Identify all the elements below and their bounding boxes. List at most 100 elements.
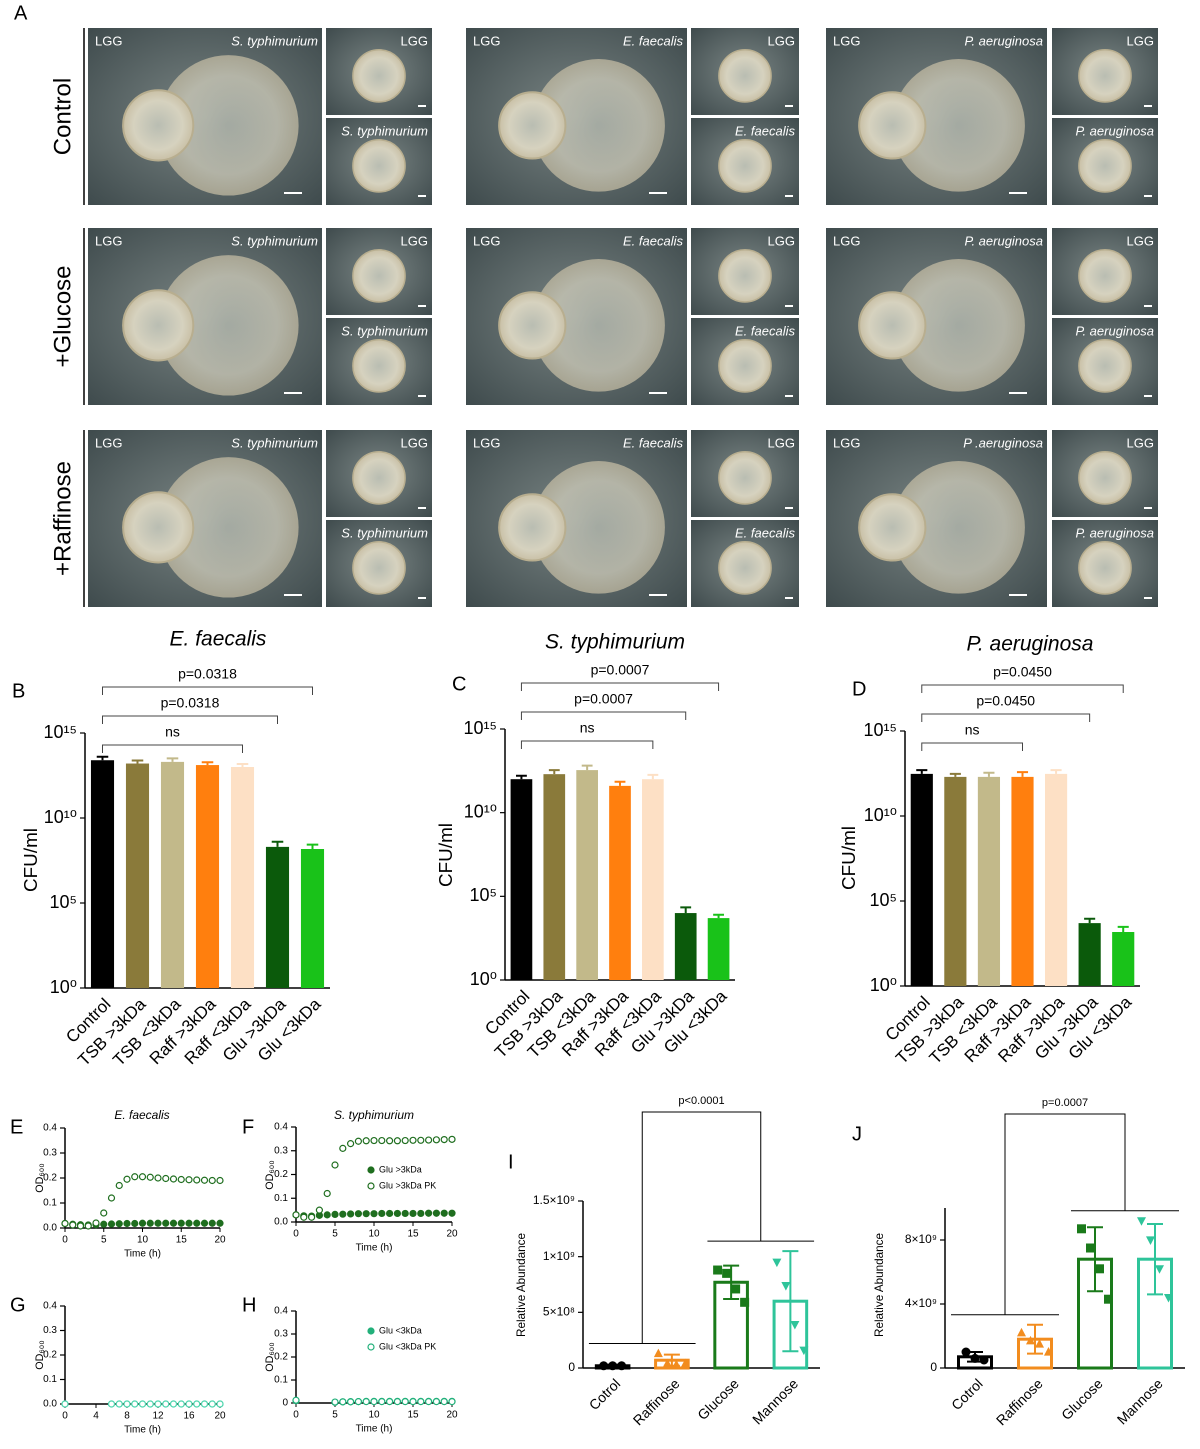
colony: [352, 49, 406, 103]
data-point: [440, 1209, 448, 1217]
data-point: [386, 1398, 394, 1406]
data-point: [100, 1209, 108, 1217]
data-point: [154, 1174, 162, 1182]
data-point: [292, 1211, 300, 1219]
pathogen-colony: [892, 259, 1025, 392]
data-point: [138, 1219, 147, 1227]
y-tick-label: 10¹⁰: [864, 805, 897, 825]
data-point: [100, 1220, 108, 1228]
data-point: [1026, 1335, 1035, 1345]
photo-label: LGG: [473, 33, 500, 48]
bar: [674, 913, 697, 980]
data-point: [331, 1398, 339, 1406]
lgg-colony: [122, 491, 195, 564]
photo-label: S. typhimurium: [341, 525, 428, 540]
photo-label: LGG: [95, 435, 122, 450]
data-point: [61, 1400, 69, 1408]
panel-label: H: [242, 1294, 256, 1316]
data-point: [362, 1398, 370, 1406]
chart-title: E. faecalis: [114, 1108, 169, 1122]
data-point: [339, 1144, 347, 1152]
colony: [1078, 49, 1132, 103]
bar: [910, 773, 933, 986]
chart-title: P. aeruginosa: [967, 633, 1094, 656]
y-tick-label: 1×10⁹: [543, 1249, 575, 1263]
x-axis-label: Time (h): [124, 1249, 161, 1260]
y-axis-label: Relative Abundance: [515, 1233, 528, 1337]
panel-label: B: [12, 680, 25, 702]
y-tick-label: 0: [282, 1398, 288, 1409]
colony: [352, 139, 406, 193]
bar: [230, 767, 255, 988]
pathogen-colony: [158, 457, 299, 598]
data-point: [713, 1265, 723, 1275]
data-point: [1155, 1265, 1164, 1274]
x-tick-label: 16: [183, 1411, 195, 1422]
colony: [1078, 451, 1132, 505]
bar: [160, 761, 185, 988]
bar: [707, 918, 730, 980]
error-bar: [271, 840, 284, 847]
y-tick-label: 0.4: [43, 1123, 57, 1134]
bar: [90, 760, 115, 988]
data-point: [185, 1219, 193, 1227]
error-bar: [1027, 1323, 1043, 1355]
y-axis-label: OD₆₀₀: [34, 1163, 46, 1193]
photo-label: S. typhimurium: [341, 323, 428, 338]
data-point: [131, 1400, 139, 1408]
colony: [718, 451, 772, 505]
data-point: [193, 1400, 201, 1408]
data-point: [354, 1210, 362, 1218]
x-axis-label: Time (h): [356, 1243, 393, 1254]
significance-label: p=0.0007: [1042, 1097, 1088, 1109]
panel-label: F: [242, 1116, 254, 1138]
bar: [125, 763, 150, 988]
data-point: [354, 1398, 362, 1406]
data-point: [448, 1135, 456, 1143]
pathogen-colony: [532, 259, 665, 392]
error-bar: [548, 769, 560, 775]
data-point: [409, 1398, 417, 1406]
y-tick-label: 10⁵: [470, 885, 497, 905]
y-tick-label: 10¹⁵: [864, 720, 897, 740]
pathogen-colony: [532, 461, 665, 594]
significance-label: p=0.0318: [178, 666, 237, 682]
legend-marker: [367, 1182, 375, 1190]
error-bar: [713, 913, 724, 919]
data-point: [216, 1219, 224, 1227]
data-point: [432, 1398, 440, 1406]
photo-panel: LGG S. typhimurium LGG S. typhimurium: [88, 228, 432, 405]
y-tick-label: 0.1: [274, 1375, 288, 1386]
x-tick-label: 10: [368, 1410, 380, 1421]
y-tick-label: 0.2: [274, 1352, 288, 1363]
chart-title: S. typhimurium: [334, 1108, 414, 1122]
x-tick-label: 5: [101, 1235, 107, 1246]
data-point: [208, 1176, 216, 1185]
data-point: [599, 1361, 609, 1371]
y-tick-label: 0.2: [43, 1350, 57, 1361]
data-point: [162, 1400, 170, 1408]
data-point: [185, 1176, 193, 1184]
photo-label: LGG: [1127, 33, 1154, 48]
error-bar: [1050, 769, 1062, 774]
colony: [1078, 139, 1132, 193]
y-tick-label: 8×10⁹: [905, 1232, 937, 1246]
data-point: [440, 1135, 448, 1144]
y-axis-label: CFU/ml: [839, 826, 860, 890]
x-tick-label: Glucose: [1058, 1375, 1106, 1423]
significance-label: p=0.0007: [591, 662, 650, 678]
x-tick-label: 20: [446, 1410, 458, 1421]
error-bar: [306, 843, 319, 850]
legend-marker: [367, 1327, 375, 1335]
data-point: [362, 1210, 370, 1218]
significance-bracket: [102, 715, 278, 724]
y-axis-label: OD₆₀₀: [264, 1160, 276, 1190]
panel-label: E: [10, 1116, 23, 1138]
x-tick-label: 15: [176, 1235, 188, 1246]
error-bar: [782, 1250, 799, 1353]
legend-label: Glu >3kDa: [379, 1164, 422, 1174]
photo-label: LGG: [401, 435, 428, 450]
y-axis-label: OD₆₀₀: [264, 1342, 276, 1372]
significance-label: p=0.0007: [574, 691, 633, 707]
x-tick-label: 20: [446, 1229, 458, 1240]
